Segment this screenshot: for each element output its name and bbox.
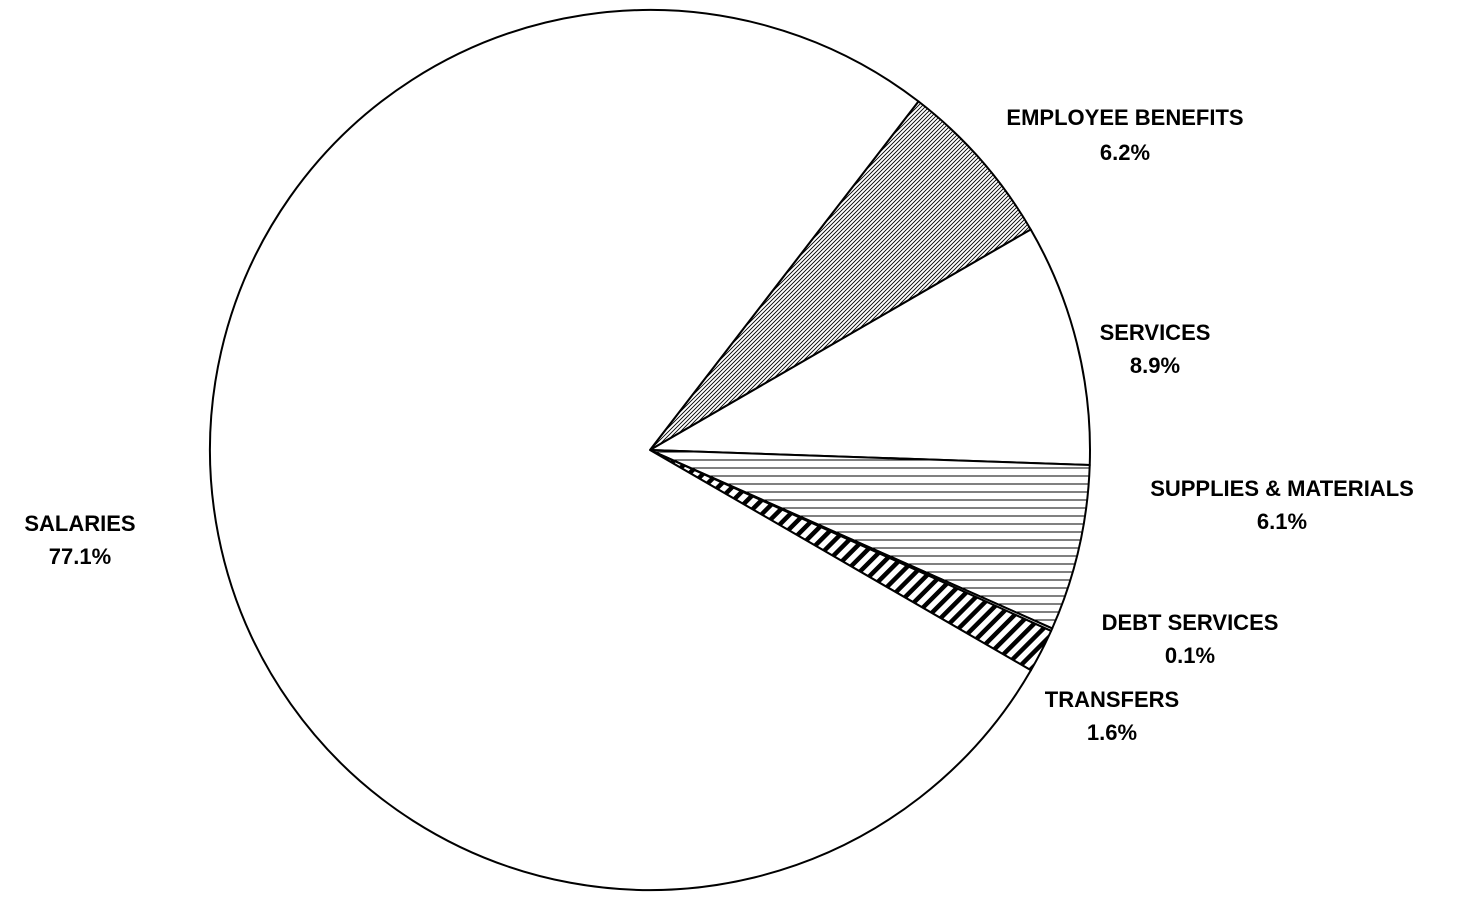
pie-slice-supplies-materials	[649, 449, 1091, 630]
pie-slice-employee-benefits	[649, 100, 1032, 451]
slice-label-debt-services: DEBT SERVICES	[1102, 610, 1279, 635]
pie-slice-salaries	[209, 9, 1032, 891]
pie-slice-services	[649, 228, 1091, 467]
slice-value-salaries: 77.1%	[49, 544, 111, 569]
slice-value-transfers: 1.6%	[1087, 720, 1137, 745]
slice-value-debt-services: 0.1%	[1165, 643, 1215, 668]
slice-label-transfers: TRANSFERS	[1045, 687, 1179, 712]
slice-value-supplies-materials: 6.1%	[1257, 509, 1307, 534]
slice-label-supplies-materials: SUPPLIES & MATERIALS	[1150, 476, 1414, 501]
pie-slices	[209, 9, 1091, 891]
slice-label-employee-benefits: EMPLOYEE BENEFITS	[1006, 105, 1243, 130]
slice-label-salaries: SALARIES	[24, 511, 135, 536]
pie-labels: EMPLOYEE BENEFITS 6.2% SERVICES 8.9% SUPPLIE…	[24, 105, 1413, 745]
slice-label-services: SERVICES	[1100, 320, 1211, 345]
slice-value-employee-benefits: 6.2%	[1100, 140, 1150, 165]
slice-value-services: 8.9%	[1130, 353, 1180, 378]
